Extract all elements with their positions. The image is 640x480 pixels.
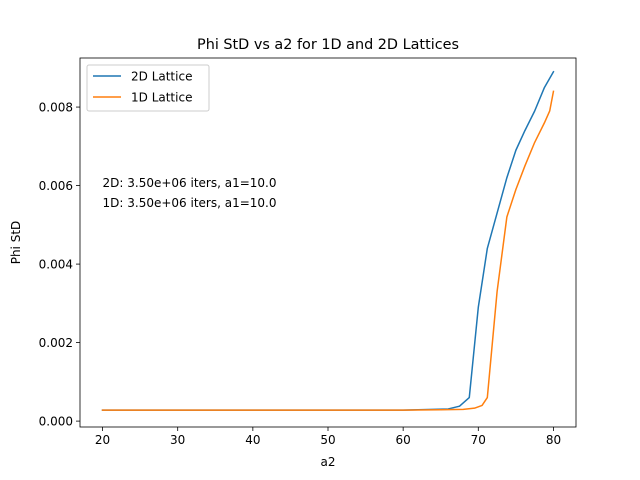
y-tick-label: 0.008 — [39, 100, 73, 114]
x-tick-label: 20 — [95, 433, 110, 447]
annotation-2d: 2D: 3.50e+06 iters, a1=10.0 — [103, 176, 277, 190]
x-tick-label: 80 — [546, 433, 561, 447]
annotation-1d: 1D: 3.50e+06 iters, a1=10.0 — [103, 196, 277, 210]
legend-label-1d: 1D Lattice — [131, 90, 192, 104]
chart-title: Phi StD vs a2 for 1D and 2D Lattices — [197, 37, 459, 53]
y-tick-label: 0.002 — [39, 336, 73, 350]
plot-lines — [101, 70, 555, 411]
legend: 2D Lattice 1D Lattice — [86, 64, 210, 112]
y-tick-label: 0.004 — [39, 257, 73, 271]
x-tick-label: 40 — [245, 433, 260, 447]
y-tick-label: 0.006 — [39, 179, 73, 193]
series-line-1d — [101, 90, 555, 411]
y-tick-label: 0.000 — [39, 414, 73, 428]
x-tick-label: 60 — [396, 433, 411, 447]
x-tick-label: 70 — [471, 433, 486, 447]
x-axis-label: a2 — [321, 455, 336, 469]
x-tick-label: 30 — [170, 433, 185, 447]
x-axis-ticks: 20 30 40 50 60 70 80 — [95, 427, 561, 447]
legend-label-2d: 2D Lattice — [131, 69, 192, 83]
y-axis-label: Phi StD — [9, 221, 23, 265]
y-axis-ticks: 0.000 0.002 0.004 0.006 0.008 — [39, 100, 80, 428]
x-tick-label: 50 — [320, 433, 335, 447]
annotations: 2D: 3.50e+06 iters, a1=10.0 1D: 3.50e+06… — [103, 176, 277, 210]
